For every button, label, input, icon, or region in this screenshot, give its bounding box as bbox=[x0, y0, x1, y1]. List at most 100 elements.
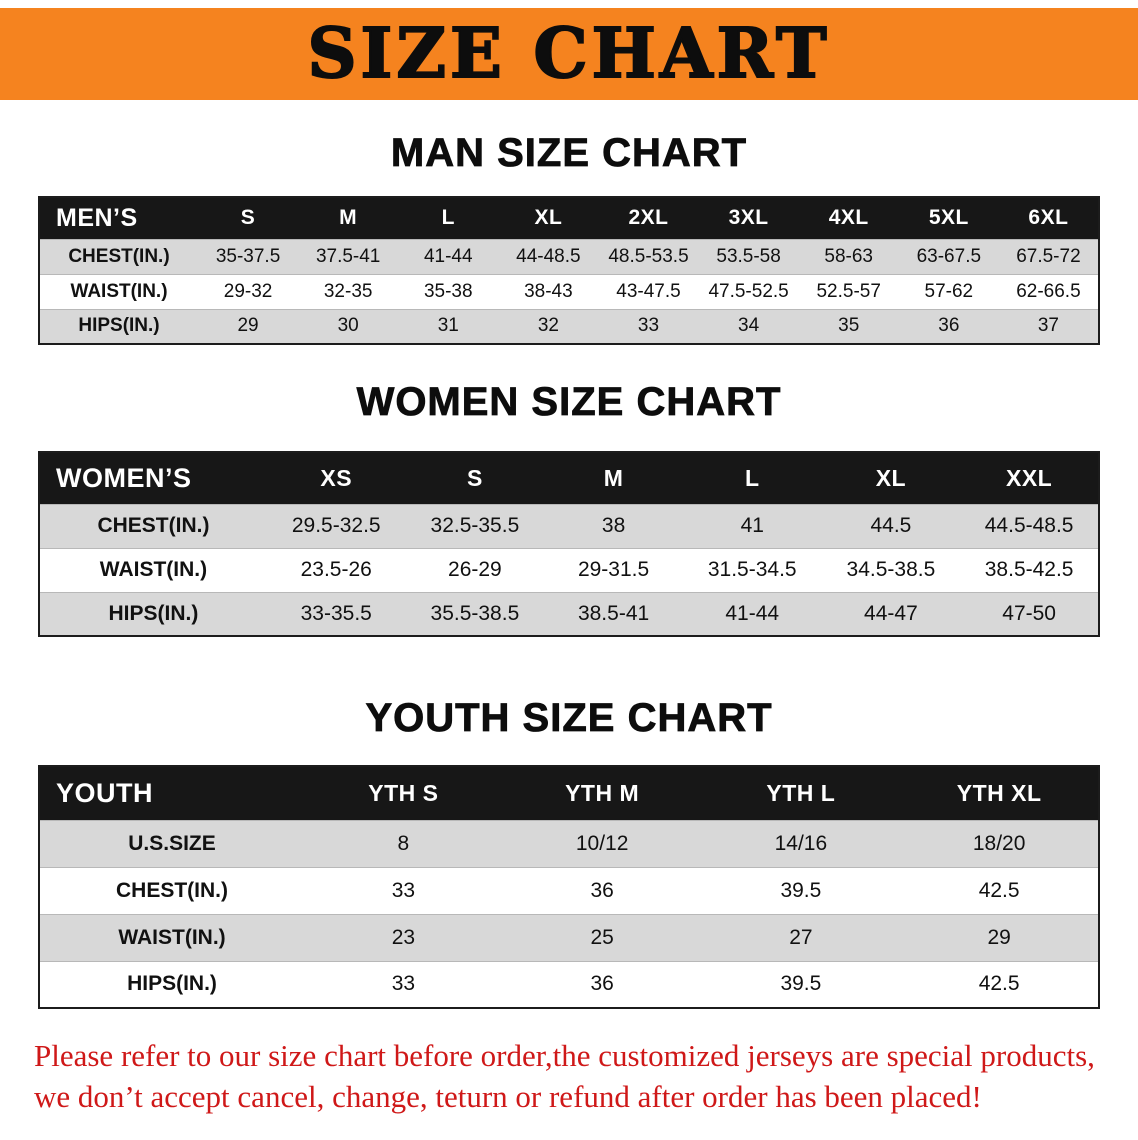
table-corner-label: MEN’S bbox=[39, 197, 198, 239]
disclaimer-line-1: Please refer to our size chart before or… bbox=[34, 1038, 1095, 1073]
table-cell: 35-38 bbox=[398, 274, 499, 309]
table-cell: 35 bbox=[798, 309, 899, 344]
table-cell: 31 bbox=[398, 309, 499, 344]
table-cell: 33-35.5 bbox=[266, 592, 406, 636]
table-cell: 10/12 bbox=[502, 820, 702, 867]
size-column-header: 6XL bbox=[998, 197, 1099, 239]
table-cell: 33 bbox=[304, 867, 503, 914]
table-cell: 57-62 bbox=[898, 274, 999, 309]
table-cell: 41-44 bbox=[682, 592, 822, 636]
row-label: WAIST(IN.) bbox=[39, 274, 198, 309]
size-chart-sections: MAN SIZE CHART MEN’S S M L XL 2XL 3XL 4XL 5XL 6XL C… bbox=[0, 130, 1138, 1009]
table-cell: 27 bbox=[701, 914, 901, 961]
row-label: CHEST(IN.) bbox=[39, 504, 267, 548]
size-chart-section-1: WOMEN SIZE CHART WOMEN’S XS S M L XL XXL CHEST(I… bbox=[0, 379, 1138, 637]
table-cell: 67.5-72 bbox=[998, 239, 1099, 274]
size-column-header: M bbox=[544, 452, 683, 504]
section-heading: MAN SIZE CHART bbox=[390, 131, 748, 176]
table-cell: 35.5-38.5 bbox=[405, 592, 545, 636]
table-cell: 38.5-41 bbox=[544, 592, 683, 636]
table-row: CHEST(IN.) 29.5-32.5 32.5-35.5 38 41 44.5 44.5… bbox=[39, 504, 1099, 548]
table-cell: 41-44 bbox=[398, 239, 499, 274]
table-cell: 32 bbox=[498, 309, 599, 344]
size-table: YOUTH YTH S YTH M YTH L YTH XL U.S.SIZE 8 10/12… bbox=[38, 765, 1100, 1009]
table-cell: 8 bbox=[304, 820, 503, 867]
size-column-header: 4XL bbox=[798, 197, 899, 239]
table-cell: 33 bbox=[598, 309, 699, 344]
table-cell: 39.5 bbox=[701, 961, 901, 1008]
size-chart-banner: SIZE CHART bbox=[0, 8, 1138, 100]
table-row: HIPS(IN.) 29 30 31 32 33 34 35 36 37 bbox=[39, 309, 1099, 344]
table-cell: 25 bbox=[502, 914, 702, 961]
size-column-header: YTH L bbox=[701, 766, 901, 820]
table-cell: 33 bbox=[304, 961, 503, 1008]
size-column-header: 2XL bbox=[598, 197, 699, 239]
table-cell: 30 bbox=[298, 309, 399, 344]
table-cell: 32-35 bbox=[298, 274, 399, 309]
size-table: WOMEN’S XS S M L XL XXL CHEST(IN.) 29.5-32.5 32.5… bbox=[38, 451, 1100, 637]
size-table-body: CHEST(IN.) 29.5-32.5 32.5-35.5 38 41 44.5 44.5… bbox=[39, 504, 1099, 636]
size-column-header: 3XL bbox=[698, 197, 799, 239]
size-column-header: XL bbox=[498, 197, 599, 239]
size-table-body: U.S.SIZE 8 10/12 14/16 18/20 CHEST(IN.) 33 36 39… bbox=[39, 820, 1099, 1008]
table-cell: 36 bbox=[502, 961, 702, 1008]
size-column-header: XL bbox=[821, 452, 961, 504]
header-row: WOMEN’S XS S M L XL XXL bbox=[39, 452, 1099, 504]
size-chart-section-0: MAN SIZE CHART MEN’S S M L XL 2XL 3XL 4XL 5XL 6XL C… bbox=[0, 130, 1138, 345]
disclaimer-text: Please refer to our size chart before or… bbox=[34, 1035, 1100, 1117]
size-column-header: S bbox=[405, 452, 545, 504]
table-cell: 41 bbox=[682, 504, 822, 548]
table-cell: 23.5-26 bbox=[266, 548, 406, 592]
size-column-header: YTH M bbox=[502, 766, 702, 820]
table-cell: 29 bbox=[198, 309, 299, 344]
table-cell: 29.5-32.5 bbox=[266, 504, 406, 548]
size-column-header: XXL bbox=[960, 452, 1099, 504]
table-cell: 44-47 bbox=[821, 592, 961, 636]
size-column-header: L bbox=[398, 197, 499, 239]
table-cell: 42.5 bbox=[900, 961, 1099, 1008]
section-heading: YOUTH SIZE CHART bbox=[365, 696, 773, 741]
table-cell: 29 bbox=[900, 914, 1099, 961]
size-column-header: YTH S bbox=[304, 766, 503, 820]
table-cell: 44.5 bbox=[821, 504, 961, 548]
size-table: MEN’S S M L XL 2XL 3XL 4XL 5XL 6XL CHEST(IN.) 35-37… bbox=[38, 196, 1100, 345]
table-cell: 53.5-58 bbox=[698, 239, 799, 274]
table-cell: 36 bbox=[502, 867, 702, 914]
table-row: CHEST(IN.) 33 36 39.5 42.5 bbox=[39, 867, 1099, 914]
table-cell: 42.5 bbox=[900, 867, 1099, 914]
row-label: U.S.SIZE bbox=[39, 820, 304, 867]
row-label: CHEST(IN.) bbox=[39, 867, 304, 914]
table-cell: 43-47.5 bbox=[598, 274, 699, 309]
table-cell: 47.5-52.5 bbox=[698, 274, 799, 309]
table-cell: 29-32 bbox=[198, 274, 299, 309]
size-table-head: MEN’S S M L XL 2XL 3XL 4XL 5XL 6XL bbox=[39, 197, 1099, 239]
table-cell: 63-67.5 bbox=[898, 239, 999, 274]
disclaimer-line-2: we don’t accept cancel, change, teturn o… bbox=[34, 1079, 982, 1114]
table-row: U.S.SIZE 8 10/12 14/16 18/20 bbox=[39, 820, 1099, 867]
row-label: WAIST(IN.) bbox=[39, 548, 267, 592]
table-cell: 62-66.5 bbox=[998, 274, 1099, 309]
table-cell: 38.5-42.5 bbox=[960, 548, 1099, 592]
row-label: HIPS(IN.) bbox=[39, 961, 304, 1008]
table-row: HIPS(IN.) 33 36 39.5 42.5 bbox=[39, 961, 1099, 1008]
table-cell: 38 bbox=[544, 504, 683, 548]
header-row: MEN’S S M L XL 2XL 3XL 4XL 5XL 6XL bbox=[39, 197, 1099, 239]
table-cell: 58-63 bbox=[798, 239, 899, 274]
table-cell: 37.5-41 bbox=[298, 239, 399, 274]
size-column-header: XS bbox=[266, 452, 406, 504]
size-table-body: CHEST(IN.) 35-37.5 37.5-41 41-44 44-48.5 48.5… bbox=[39, 239, 1099, 344]
table-cell: 18/20 bbox=[900, 820, 1099, 867]
table-cell: 39.5 bbox=[701, 867, 901, 914]
table-cell: 37 bbox=[998, 309, 1099, 344]
table-row: HIPS(IN.) 33-35.5 35.5-38.5 38.5-41 41-44 44-… bbox=[39, 592, 1099, 636]
row-label: WAIST(IN.) bbox=[39, 914, 304, 961]
size-column-header: L bbox=[682, 452, 822, 504]
size-column-header: M bbox=[298, 197, 399, 239]
table-cell: 29-31.5 bbox=[544, 548, 683, 592]
table-cell: 32.5-35.5 bbox=[405, 504, 545, 548]
row-label: HIPS(IN.) bbox=[39, 309, 198, 344]
header-row: YOUTH YTH S YTH M YTH L YTH XL bbox=[39, 766, 1099, 820]
section-heading: WOMEN SIZE CHART bbox=[356, 380, 782, 425]
table-cell: 38-43 bbox=[498, 274, 599, 309]
table-cell: 34.5-38.5 bbox=[821, 548, 961, 592]
